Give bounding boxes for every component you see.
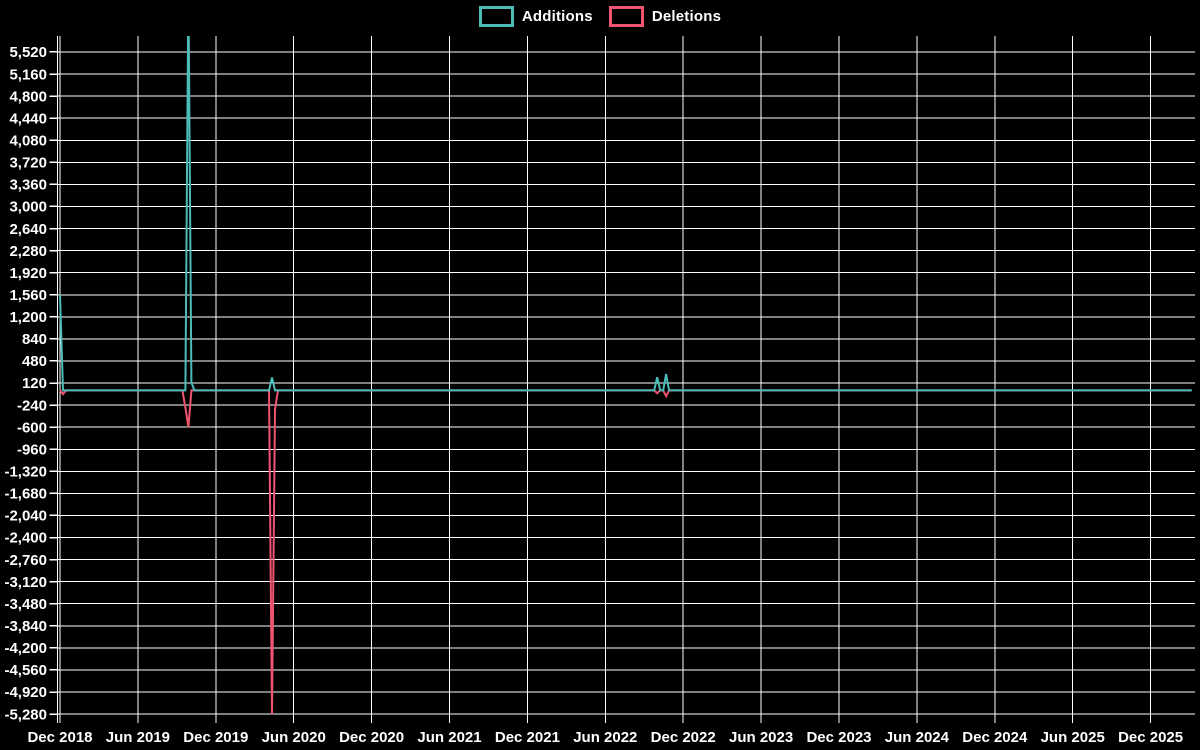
legend-label-deletions: Deletions [651,8,722,25]
x-tick-label: Dec 2023 [806,729,871,746]
y-tick-label: -2,400 [4,530,47,547]
y-tick-label: 3,000 [9,199,47,216]
y-tick-label: 5,520 [9,44,47,61]
y-tick-label: 2,280 [9,243,47,260]
y-tick-label: -3,120 [4,574,47,591]
x-tick-label: Jun 2025 [1041,729,1105,746]
additions-swatch-icon [478,6,514,27]
y-tick-label: -3,480 [4,596,47,613]
x-tick-label: Dec 2025 [1118,729,1183,746]
legend-item-additions[interactable]: Additions [478,6,593,27]
y-tick-label: -960 [17,441,47,458]
y-tick-label: -5,280 [4,706,47,723]
y-tick-label: 840 [22,331,47,348]
y-tick-label: 4,440 [9,110,47,127]
y-tick-label: -1,680 [4,486,47,503]
y-tick-label: -240 [17,397,47,414]
y-tick-label: 3,720 [9,155,47,172]
x-tick-label: Dec 2024 [962,729,1028,746]
x-tick-label: Dec 2022 [651,729,716,746]
y-tick-label: -3,840 [4,618,47,635]
x-tick-label: Dec 2021 [495,729,560,746]
x-tick-label: Jun 2022 [573,729,637,746]
y-tick-label: 1,920 [9,265,47,282]
deletions-swatch-icon [608,6,644,27]
y-tick-label: 2,640 [9,221,47,238]
y-tick-label: 5,160 [9,66,47,83]
y-tick-label: 4,080 [9,132,47,149]
legend-label-additions: Additions [521,8,593,25]
x-tick-label: Jun 2023 [729,729,793,746]
x-tick-label: Dec 2020 [339,729,404,746]
x-tick-label: Jun 2024 [885,729,950,746]
y-tick-label: -2,760 [4,552,47,569]
deletions-line [59,389,1192,715]
x-tick-label: Dec 2019 [183,729,248,746]
additions-line [59,36,1192,392]
y-tick-label: -600 [17,419,47,436]
y-tick-label: 4,800 [9,88,47,105]
y-tick-label: -1,320 [4,464,47,481]
y-tick-label: 1,560 [9,287,47,304]
y-tick-label: 1,200 [9,309,47,326]
y-tick-label: 480 [22,353,47,370]
y-tick-label: -4,920 [4,684,47,701]
legend-item-deletions[interactable]: Deletions [608,6,722,27]
x-tick-label: Jun 2021 [417,729,481,746]
y-tick-label: -2,040 [4,508,47,525]
x-tick-label: Dec 2018 [27,729,92,746]
x-tick-label: Jun 2020 [262,729,326,746]
y-tick-label: 3,360 [9,177,47,194]
x-tick-label: Jun 2019 [106,729,170,746]
chart-legend: Additions Deletions [0,6,1200,27]
y-tick-label: -4,200 [4,640,47,657]
y-tick-label: 120 [22,375,47,392]
y-tick-label: -4,560 [4,662,47,679]
